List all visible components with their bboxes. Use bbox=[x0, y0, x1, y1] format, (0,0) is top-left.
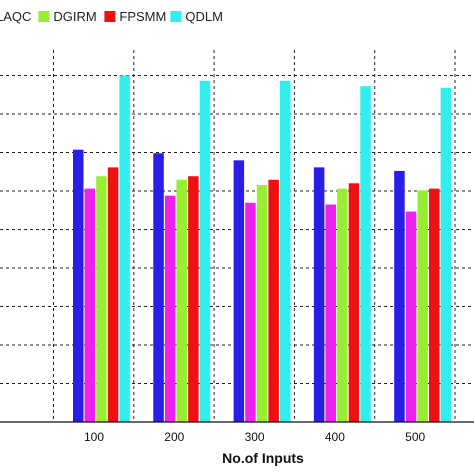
bar bbox=[417, 190, 428, 422]
bar bbox=[405, 211, 417, 422]
bar bbox=[199, 80, 211, 422]
bar bbox=[280, 80, 291, 422]
bar bbox=[313, 167, 325, 422]
bar bbox=[268, 179, 279, 422]
bar bbox=[153, 153, 164, 422]
legend-label: QDLM bbox=[185, 9, 223, 24]
x-tick-label: 100 bbox=[84, 430, 104, 444]
bar bbox=[348, 183, 360, 422]
bar bbox=[245, 202, 256, 422]
bar bbox=[233, 160, 245, 423]
legend-swatch bbox=[38, 11, 50, 22]
bar bbox=[188, 176, 199, 422]
legend-swatch bbox=[104, 11, 116, 22]
legend-label: DGIRM bbox=[53, 9, 96, 24]
bar bbox=[256, 185, 268, 422]
x-tick-label: 200 bbox=[164, 430, 184, 444]
bar bbox=[73, 149, 84, 422]
bar bbox=[176, 179, 187, 422]
bar bbox=[360, 86, 371, 422]
bar bbox=[440, 87, 452, 423]
legend-label: LAQC bbox=[0, 9, 31, 24]
bar bbox=[96, 176, 107, 422]
bar bbox=[119, 75, 130, 422]
x-tick-label: 400 bbox=[325, 430, 345, 444]
bar bbox=[107, 167, 119, 422]
bar bbox=[337, 188, 348, 422]
x-axis-title: No.of Inputs bbox=[222, 450, 304, 466]
x-tick-label: 300 bbox=[245, 430, 265, 444]
legend-label: FPSMM bbox=[119, 9, 166, 24]
bar bbox=[325, 204, 336, 422]
legend-swatch bbox=[170, 11, 182, 22]
bar bbox=[164, 195, 176, 422]
x-tick-label: 500 bbox=[405, 430, 425, 444]
axes: 100200300400500600 bbox=[0, 421, 474, 444]
bar bbox=[84, 188, 96, 422]
legend: LAQC DGIRM FPSMM QDLM bbox=[0, 9, 223, 24]
bars bbox=[73, 75, 452, 423]
bar bbox=[429, 188, 440, 422]
bar bbox=[394, 170, 405, 422]
